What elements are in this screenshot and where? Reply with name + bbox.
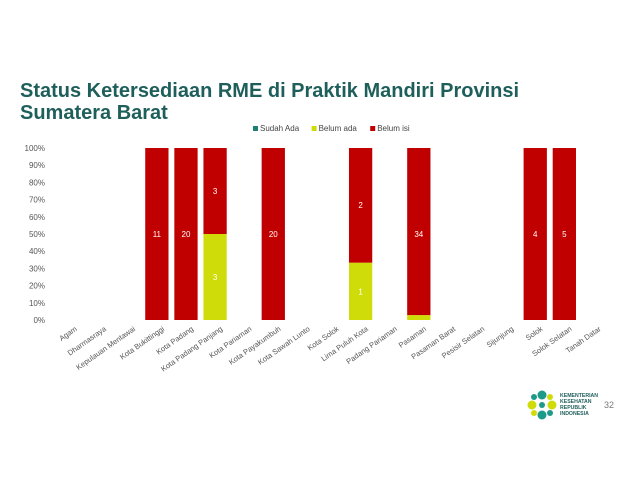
- page-number: 32: [604, 400, 615, 410]
- data-label: 4: [533, 230, 538, 239]
- x-tick-label: Sijunjung: [485, 324, 515, 349]
- x-tick-label: Agam: [57, 324, 78, 343]
- y-tick-label: 80%: [29, 178, 45, 187]
- y-tick-label: 30%: [29, 264, 45, 273]
- bar-segment: [203, 148, 227, 234]
- y-tick-label: 20%: [29, 282, 45, 291]
- bar-segment: [174, 148, 198, 320]
- bar-segment: [523, 148, 547, 320]
- data-label: 34: [414, 230, 423, 239]
- data-label: 20: [182, 230, 191, 239]
- logo-line: REPUBLIK: [560, 405, 587, 411]
- kemenkes-logo: KEMENTERIAN KESEHATAN REPUBLIK INDONESIA: [525, 388, 600, 424]
- x-tick-label: Padang Pariaman: [345, 324, 399, 366]
- y-tick-label: 70%: [29, 196, 45, 205]
- data-label: 5: [562, 230, 567, 239]
- legend-label: Sudah Ada: [260, 124, 300, 133]
- bar-segment: [407, 315, 431, 320]
- slide-title: Status Ketersediaan RME di Praktik Mandi…: [20, 80, 520, 124]
- legend-swatch: [370, 126, 376, 131]
- data-label: 3: [213, 187, 218, 196]
- logo-line: INDONESIA: [560, 411, 589, 417]
- y-tick-label: 10%: [29, 299, 45, 308]
- logo-line: KESEHATAN: [560, 399, 592, 405]
- bar-segment: [203, 234, 227, 320]
- bar-segment: [145, 148, 169, 320]
- logo-line: KEMENTERIAN: [560, 393, 599, 399]
- data-label: 11: [153, 230, 162, 239]
- bar-segment: [348, 148, 373, 263]
- y-tick-label: 60%: [29, 213, 45, 222]
- bar-segment: [552, 148, 576, 320]
- bar-segment: [407, 148, 431, 316]
- bar-segment: [261, 148, 285, 320]
- y-tick-label: 90%: [29, 161, 45, 170]
- y-tick-label: 100%: [25, 144, 45, 153]
- legend-label: Belum isi: [377, 124, 410, 133]
- bar-segment: [348, 262, 373, 320]
- y-tick-label: 50%: [29, 230, 45, 239]
- data-label: 3: [213, 273, 218, 282]
- y-tick-label: 40%: [29, 247, 45, 256]
- data-label: 20: [269, 230, 278, 239]
- data-label: 2: [358, 201, 363, 210]
- x-tick-label: Solok: [524, 324, 545, 342]
- kemenkes-logo-icon: [527, 390, 557, 420]
- legend-swatch: [311, 126, 317, 131]
- x-tick-label: Kota Sawah Lunto: [256, 324, 311, 367]
- y-tick-label: 0%: [33, 316, 45, 325]
- data-label: 1: [358, 287, 363, 296]
- x-tick-label: Kota Payakumbuh: [227, 324, 282, 367]
- legend-swatch: [253, 126, 258, 131]
- legend-label: Belum ada: [319, 124, 358, 133]
- kemenkes-logo-text: KEMENTERIAN KESEHATAN REPUBLIK INDONESIA: [560, 393, 598, 417]
